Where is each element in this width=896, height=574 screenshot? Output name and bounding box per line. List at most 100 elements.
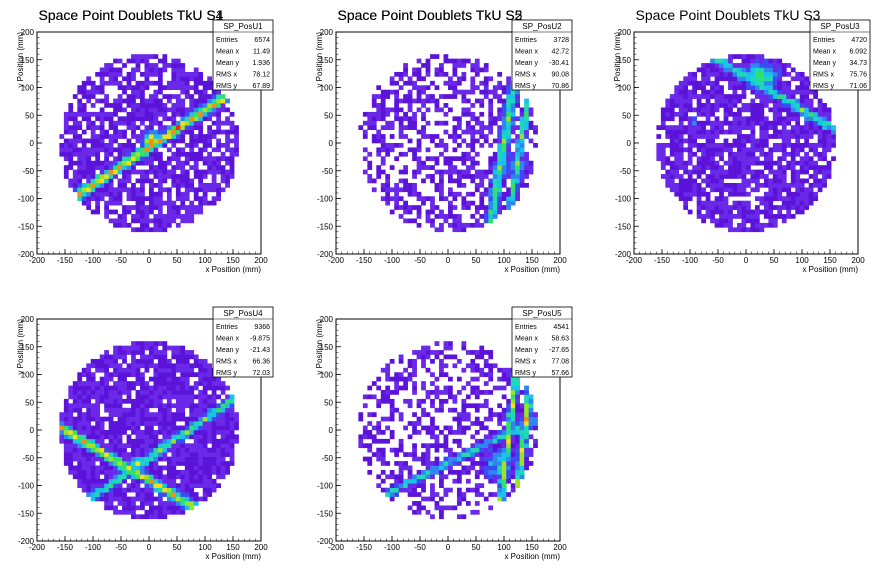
heatmap-cell [763, 165, 769, 170]
heatmap-cell [95, 111, 101, 117]
heatmap-cell [470, 487, 476, 493]
heatmap-cell [135, 381, 141, 386]
heatmap-cell [479, 483, 485, 489]
heatmap-cell [157, 372, 163, 378]
heatmap-cell [687, 209, 693, 215]
heatmap-cell [448, 174, 453, 179]
histogram-panel: Space Point Doublets TkU S1-200-200-150-… [16, 7, 274, 274]
heatmap-cell [461, 407, 467, 413]
heatmap-cell [126, 438, 132, 444]
heatmap-cell [144, 80, 150, 86]
heatmap-cell [157, 58, 163, 64]
heatmap-cell [211, 165, 217, 170]
heatmap-cell [149, 501, 154, 506]
heatmap-cell [719, 143, 724, 148]
heatmap-cell [421, 456, 426, 462]
heatmap-cell [665, 125, 671, 130]
heatmap-cell [104, 447, 109, 453]
heatmap-cell [157, 165, 163, 170]
heatmap-cell [166, 483, 172, 489]
heatmap-cell [488, 469, 494, 475]
heatmap-cell [153, 421, 159, 426]
heatmap-cell [470, 509, 476, 515]
heatmap-cell [202, 85, 208, 91]
heatmap-cell [126, 98, 132, 104]
heatmap-cell [701, 134, 706, 139]
heatmap-cell [456, 416, 462, 422]
heatmap-cell [113, 138, 118, 144]
heatmap-cell [389, 143, 395, 148]
heatmap-cell [149, 465, 154, 471]
heatmap-cell [77, 85, 83, 91]
heatmap-cell [759, 67, 765, 73]
heatmap-cell [403, 478, 408, 484]
heatmap-cell [763, 67, 769, 73]
heatmap-cell [416, 138, 422, 144]
heatmap-cell [131, 156, 136, 162]
heatmap-cell [81, 438, 87, 444]
heatmap-cell [135, 478, 141, 484]
heatmap-cell [90, 487, 96, 493]
heatmap-cell [234, 412, 239, 417]
heatmap-cell [86, 187, 92, 193]
heatmap-cell [162, 187, 168, 193]
heatmap-cell [68, 156, 74, 162]
heatmap-cell [483, 134, 489, 139]
heatmap-cell [430, 372, 435, 378]
heatmap-cell [198, 156, 204, 162]
heatmap-cell [380, 461, 386, 466]
heatmap-cell [171, 63, 177, 68]
heatmap-cell [777, 156, 783, 162]
heatmap-cell [474, 138, 480, 144]
heatmap-cell [371, 434, 377, 440]
heatmap-cell [421, 505, 426, 511]
heatmap-cell [790, 67, 796, 73]
heatmap-cell [122, 116, 127, 122]
heatmap-cell [77, 398, 83, 404]
heatmap-cell [117, 412, 123, 417]
heatmap-cell [470, 350, 476, 355]
heatmap-cell [425, 443, 431, 449]
heatmap-cell [461, 138, 467, 144]
heatmap-cell [394, 89, 400, 95]
heatmap-cell [153, 372, 159, 378]
heatmap-cell [501, 111, 507, 117]
heatmap-cell [416, 505, 422, 511]
heatmap-cell [166, 218, 172, 224]
heatmap-cell [515, 103, 520, 108]
heatmap-cell [126, 191, 132, 197]
heatmap-cell [144, 381, 150, 386]
heatmap-cell [198, 80, 204, 86]
heatmap-cell [175, 178, 181, 184]
heatmap-cell [77, 456, 83, 462]
y-tick-label: -150 [615, 222, 632, 231]
heatmap-cell [225, 134, 230, 139]
heatmap-cell [483, 416, 489, 422]
heatmap-cell [524, 98, 529, 104]
heatmap-cell [737, 205, 742, 210]
heatmap-cell [149, 80, 154, 86]
heatmap-cell [786, 187, 792, 193]
heatmap-cell [692, 151, 698, 157]
stats-value: 6.092 [849, 49, 867, 56]
heatmap-cell [461, 71, 467, 77]
heatmap-cell [202, 430, 208, 435]
heatmap-cell [72, 178, 78, 184]
heatmap-cell [474, 182, 480, 188]
heatmap-cell [171, 138, 177, 144]
heatmap-cell [216, 191, 221, 197]
heatmap-cell [166, 381, 172, 386]
heatmap-cell [795, 174, 801, 179]
heatmap-cell [144, 416, 150, 422]
x-tick-label: -150 [356, 256, 373, 265]
heatmap-cell [492, 85, 498, 91]
heatmap-cell [737, 147, 742, 153]
heatmap-cell [171, 350, 177, 355]
heatmap-cell [777, 196, 783, 202]
heatmap-cell [86, 412, 92, 417]
heatmap-cell [719, 129, 724, 135]
heatmap-cell [759, 147, 765, 153]
heatmap-cell [799, 160, 805, 166]
heatmap-cell [90, 143, 96, 148]
heatmap-cell [501, 143, 507, 148]
